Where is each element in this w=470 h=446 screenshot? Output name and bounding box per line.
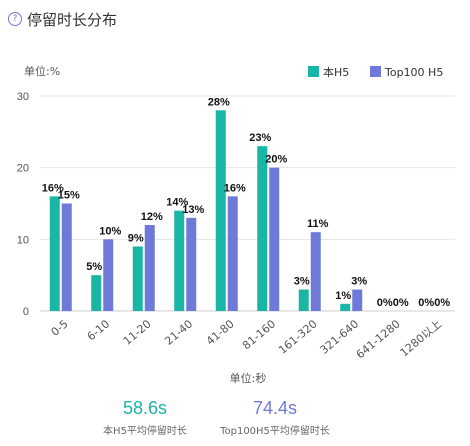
bar-this-h5 [298,289,309,311]
bar-value-label: 28% [208,96,230,108]
bar-value-label: 14% [166,197,188,209]
legend-swatch [370,66,381,77]
bar-value-label: 15% [58,190,80,202]
stats-row: 58.6s 本H5平均停留时长 74.4s Top100H5平均停留时长 [0,398,470,442]
bar-value-label: 20% [265,154,287,166]
bar-value-label: 0% [418,297,434,309]
bar-value-label: 16% [224,182,246,194]
stat-top100-label: Top100H5平均停留时长 [220,426,330,437]
bar-this-h5 [174,210,185,311]
bar-top100 [269,167,280,311]
stat-this-h5-label: 本H5平均停留时长 [103,426,187,437]
bar-this-h5 [340,303,351,311]
x-tick-label: 1280以上 [398,317,445,359]
bar-value-label: 10% [99,225,121,237]
legend-swatch [308,66,319,77]
x-tick-label: 641-1280 [354,317,403,361]
bar-this-h5 [132,246,143,311]
bar-value-label: 12% [141,211,163,223]
stat-this-h5-value: 58.6s [122,398,168,418]
x-tick-label: 161-320 [276,317,320,357]
bar-this-h5 [257,146,268,311]
y-tick-label: 0 [23,306,29,318]
x-tick-label: 81-160 [240,317,278,352]
bar-value-label: 23% [249,132,271,144]
bar-top100 [227,196,238,311]
bar-value-label: 0% [393,297,409,309]
bar-this-h5 [215,110,226,311]
legend-label: 本H5 [323,65,349,79]
stat-this-h5: 58.6s 本H5平均停留时长 [80,398,210,437]
bar-top100 [352,289,363,311]
bar-value-label: 11% [307,218,329,230]
chart-header: ? 停留时长分布 [8,8,117,30]
bar-top100 [103,239,114,311]
bar-value-label: 3% [294,276,310,288]
bar-top100 [61,203,72,311]
y-tick-label: 20 [17,163,29,175]
bar-this-h5 [49,196,60,311]
bar-value-label: 5% [86,261,102,273]
bar-top100 [186,217,197,311]
stat-top100: 74.4s Top100H5平均停留时长 [210,398,340,437]
y-tick-label: 30 [17,91,29,103]
bar-value-label: 1% [335,290,351,302]
bar-value-label: 3% [351,276,367,288]
stat-top100-value: 74.4s [252,398,298,418]
x-tick-label: 21-40 [162,317,195,348]
bar-value-label: 0% [434,297,450,309]
x-tick-label: 41-80 [204,317,237,348]
x-tick-label: 6-10 [85,317,112,343]
x-tick-label: 0-5 [49,317,71,339]
legend-label: Top100 H5 [384,66,443,79]
x-axis-label: 单位:秒 [230,371,267,385]
bar-value-label: 16% [42,182,64,194]
chart-title: 停留时长分布 [27,10,118,29]
bar-top100 [310,232,321,311]
bar-top100 [144,225,155,311]
bar-value-label: 0% [377,297,393,309]
bar-value-label: 13% [182,204,204,216]
x-tick-label: 11-20 [121,317,154,348]
bar-this-h5 [91,275,102,311]
help-circle-icon[interactable]: ? [8,12,22,26]
y-tick-label: 10 [17,234,29,246]
bar-value-label: 9% [128,233,144,245]
y-axis-label: 单位:% [24,64,60,78]
